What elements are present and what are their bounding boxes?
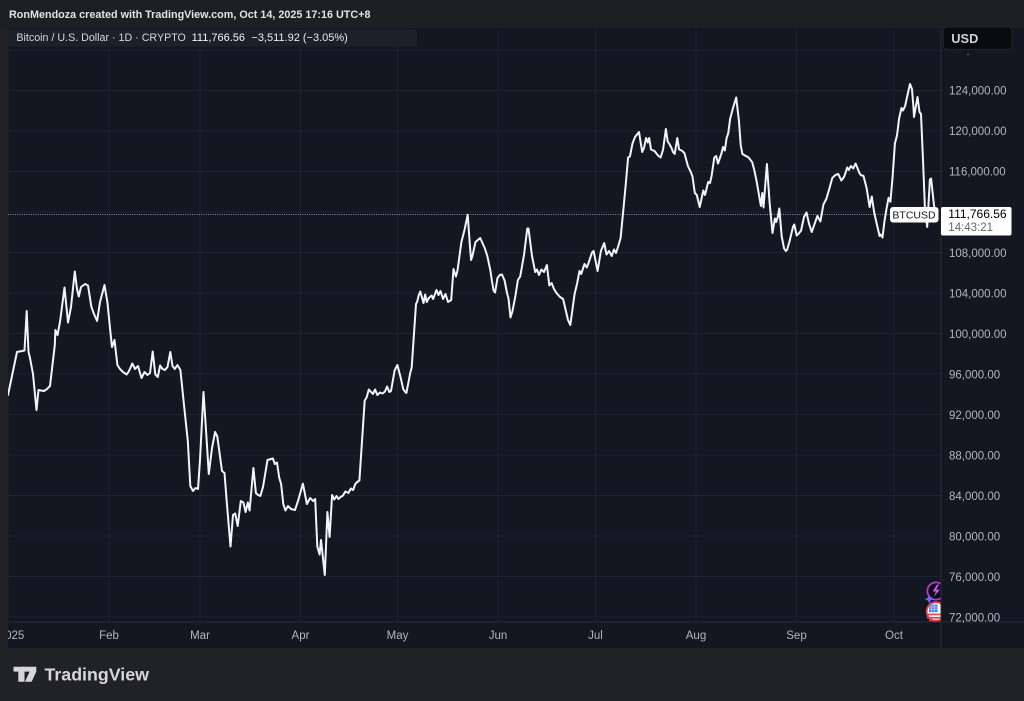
svg-text:100,000.00: 100,000.00 <box>949 329 1007 341</box>
svg-text:111,766.56: 111,766.56 <box>948 207 1007 221</box>
svg-text:72,000.00: 72,000.00 <box>949 613 1000 625</box>
svg-text:Apr: Apr <box>292 630 310 642</box>
svg-text:96,000.00: 96,000.00 <box>949 370 1000 382</box>
svg-text:124,000.00: 124,000.00 <box>949 86 1007 98</box>
svg-text:88,000.00: 88,000.00 <box>949 451 1000 463</box>
svg-text:USD: USD <box>951 31 978 46</box>
svg-text:92,000.00: 92,000.00 <box>949 410 1000 422</box>
svg-text:−3,511.92 (−3.05%): −3,511.92 (−3.05%) <box>251 32 347 44</box>
svg-text:84,000.00: 84,000.00 <box>949 491 1000 503</box>
svg-text:Sep: Sep <box>786 630 806 642</box>
svg-text:BTCUSD: BTCUSD <box>892 210 936 222</box>
svg-text:May: May <box>387 630 409 642</box>
svg-text:Oct: Oct <box>885 630 904 642</box>
svg-text:TradingView: TradingView <box>45 665 150 685</box>
svg-text:Feb: Feb <box>99 630 119 642</box>
svg-text:111,766.56: 111,766.56 <box>192 32 245 44</box>
svg-text:104,000.00: 104,000.00 <box>949 289 1007 301</box>
svg-text:Jun: Jun <box>489 630 508 642</box>
svg-text:108,000.00: 108,000.00 <box>949 248 1007 260</box>
svg-text:76,000.00: 76,000.00 <box>949 572 1000 584</box>
svg-text:120,000.00: 120,000.00 <box>949 126 1007 138</box>
svg-text:116,000.00: 116,000.00 <box>949 167 1006 179</box>
svg-text:80,000.00: 80,000.00 <box>949 532 1000 544</box>
svg-text:Jul: Jul <box>588 630 603 642</box>
svg-text:14:43:21: 14:43:21 <box>948 222 993 234</box>
svg-text:RonMendoza created with Tradin: RonMendoza created with TradingView.com,… <box>9 9 371 21</box>
svg-text:Mar: Mar <box>190 630 210 642</box>
svg-text:Aug: Aug <box>686 630 706 642</box>
svg-text:Bitcoin / U.S. Dollar · 1D · C: Bitcoin / U.S. Dollar · 1D · CRYPTO <box>16 32 185 44</box>
